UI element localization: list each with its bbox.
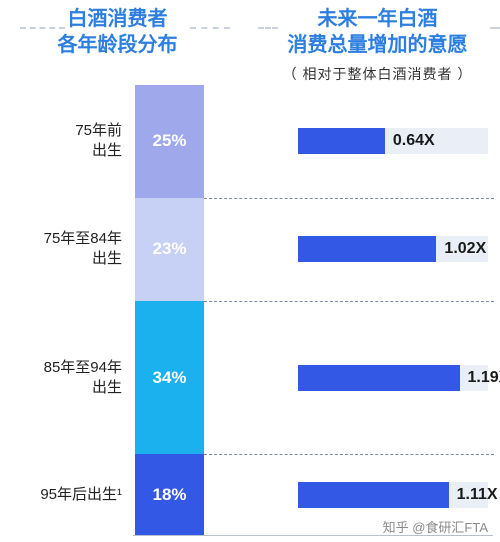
left-header-rule-left <box>20 27 65 29</box>
ratio-value-label: 1.19X <box>467 368 500 386</box>
left-header: 白酒消费者 各年龄段分布 <box>0 0 235 58</box>
watermark: 知乎 @食研汇FTA <box>382 520 488 535</box>
distribution-bar-segment <box>135 197 204 301</box>
right-header-rule-left <box>258 27 278 29</box>
left-header-line-2: 各年龄段分布 <box>57 34 178 56</box>
age-group-label-line: 出生 <box>91 250 122 268</box>
left-header-line-1: 白酒消费者 <box>67 8 168 30</box>
distribution-percent-label: 34% <box>152 367 187 387</box>
age-group-label-line: 75年前 <box>75 122 122 140</box>
ratio-bar-fill <box>298 128 385 155</box>
ratio-bar-fill <box>298 364 460 391</box>
distribution-bar-segment <box>135 85 204 198</box>
age-group-label-line: 85年至94年 <box>43 358 122 376</box>
age-group-label: 95年后出生¹ <box>0 485 122 505</box>
age-group-label-line: 95年后出生¹ <box>40 485 122 503</box>
right-header: 未来一年白酒 消费总量增加的意愿 （ 相对于整体白酒消费者 ） <box>255 0 500 84</box>
age-group-label: 75年至84年出生 <box>0 229 122 269</box>
group-divider <box>204 197 494 199</box>
distribution-bar-segment <box>135 454 204 535</box>
age-group-label: 75年前出生 <box>0 121 122 161</box>
distribution-percent-label: 23% <box>152 239 187 259</box>
group-divider <box>204 301 494 302</box>
ratio-bar-fill <box>298 481 449 508</box>
right-header-rule-right <box>490 27 500 29</box>
right-header-subtitle: （ 相对于整体白酒消费者 ） <box>282 66 473 82</box>
distribution-bar-segment <box>135 301 204 454</box>
distribution-percent-label: 18% <box>152 484 187 504</box>
group-divider <box>204 454 494 455</box>
left-header-rule-right <box>190 27 230 29</box>
age-group-label-line: 出生 <box>91 378 122 396</box>
ratio-bar-fill <box>298 236 437 263</box>
distribution-percent-label: 25% <box>152 131 187 151</box>
ratio-value-label: 0.64X <box>392 132 435 150</box>
ratio-value-label: 1.11X <box>456 485 498 503</box>
age-group-label: 85年至94年出生 <box>0 358 122 398</box>
right-header-line-1: 未来一年白酒 <box>317 8 438 30</box>
right-header-line-2: 消费总量增加的意愿 <box>287 34 468 56</box>
age-group-label-line: 75年至84年 <box>43 230 122 248</box>
x-axis-line <box>133 535 493 536</box>
ratio-value-label: 1.02X <box>444 240 487 258</box>
age-group-label-line: 出生 <box>91 142 122 160</box>
